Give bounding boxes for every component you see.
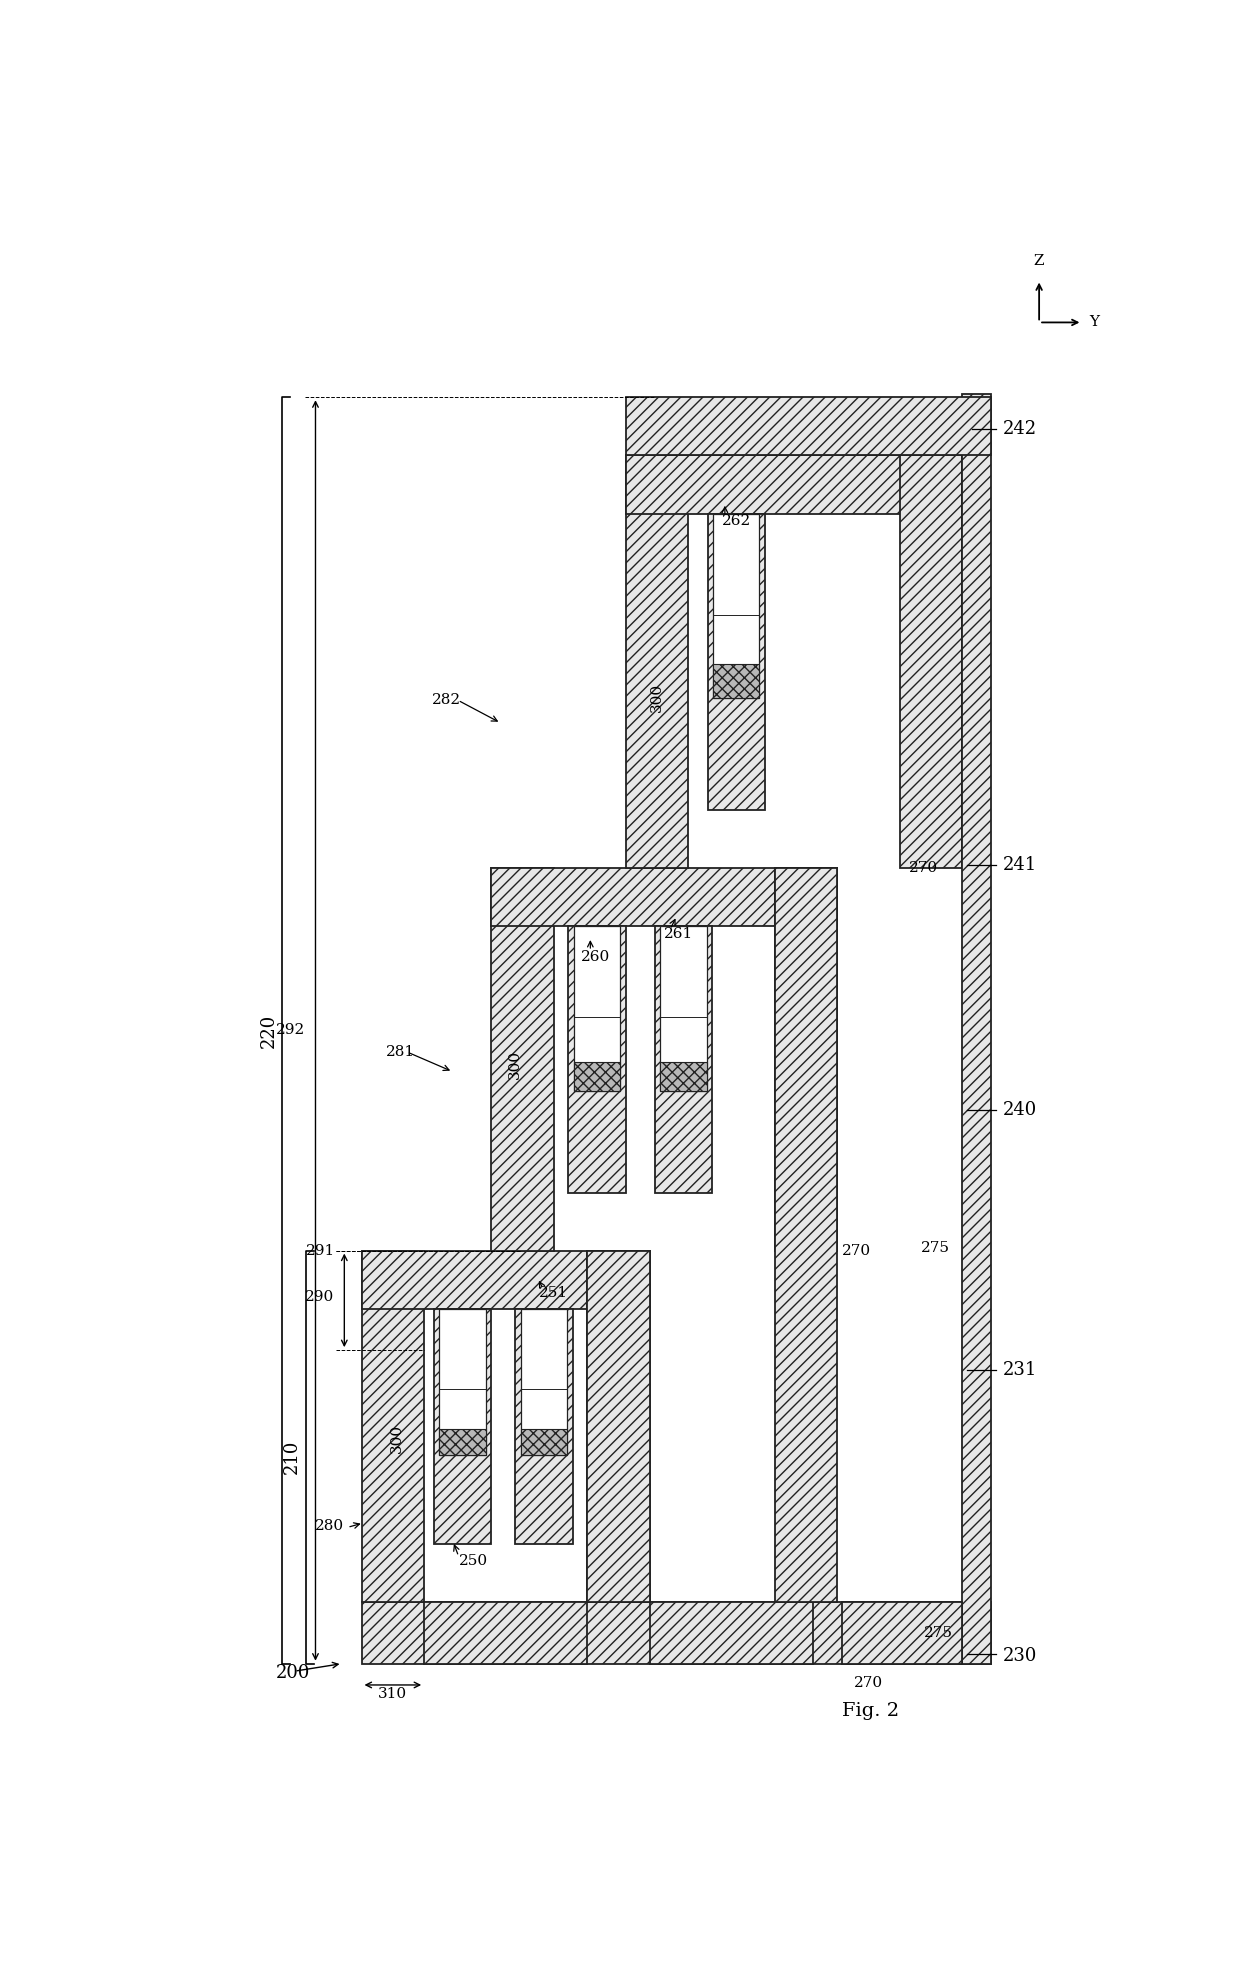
Text: Z: Z (1034, 254, 1044, 268)
Bar (775, 868, 837, 1603)
Text: 270: 270 (853, 1676, 883, 1690)
Bar (568, 925, 626, 1192)
Bar (491, 868, 554, 1251)
Text: 290: 290 (305, 1289, 334, 1303)
Text: 275: 275 (924, 1627, 952, 1640)
Text: 250: 250 (459, 1555, 487, 1569)
Bar (626, 455, 962, 514)
Bar (521, 1428, 567, 1456)
Text: Fig. 2: Fig. 2 (842, 1702, 899, 1720)
Bar (491, 868, 837, 925)
Text: 282: 282 (432, 693, 461, 707)
Bar (521, 1309, 567, 1456)
Text: 240: 240 (1003, 1100, 1037, 1118)
Text: 300: 300 (508, 1049, 522, 1078)
Text: 270: 270 (909, 862, 939, 876)
Bar (588, 1251, 650, 1603)
Text: 231: 231 (1003, 1360, 1037, 1378)
Text: 251: 251 (539, 1287, 568, 1301)
Bar (775, 868, 837, 1251)
Text: 241: 241 (1003, 856, 1037, 874)
Text: 260: 260 (580, 949, 610, 963)
Bar (434, 1309, 491, 1545)
Bar (661, 1063, 707, 1092)
Text: 310: 310 (378, 1688, 408, 1702)
Text: 220: 220 (259, 1013, 278, 1047)
Text: 281: 281 (386, 1045, 414, 1059)
Bar (574, 925, 620, 1092)
Bar (574, 1063, 620, 1092)
Bar (708, 514, 765, 810)
Bar (626, 455, 688, 868)
Bar (516, 1309, 573, 1545)
Text: 275: 275 (921, 1241, 950, 1255)
Bar (588, 1251, 650, 1603)
Bar (713, 514, 759, 697)
Text: 210: 210 (283, 1440, 300, 1474)
Text: 200: 200 (277, 1664, 310, 1682)
Text: 292: 292 (275, 1023, 305, 1037)
Bar (626, 397, 991, 455)
Text: 280: 280 (315, 1519, 345, 1533)
Bar (424, 1603, 588, 1664)
Text: 270: 270 (842, 1243, 870, 1257)
Text: 300: 300 (391, 1424, 404, 1454)
Text: 262: 262 (722, 514, 751, 528)
Bar (362, 1603, 991, 1664)
Bar (362, 1251, 650, 1309)
Bar (962, 395, 991, 1664)
Bar (439, 1428, 486, 1456)
Text: Y: Y (1089, 316, 1099, 330)
Bar (655, 925, 713, 1192)
Text: 291: 291 (306, 1243, 336, 1257)
Bar (362, 1251, 424, 1603)
Bar (661, 925, 707, 1092)
Text: 242: 242 (1003, 421, 1037, 439)
Text: 300: 300 (650, 683, 663, 711)
Bar (713, 665, 759, 697)
Bar (439, 1309, 486, 1456)
Bar (842, 1603, 962, 1664)
Text: 261: 261 (665, 927, 693, 941)
Bar (900, 455, 962, 868)
Bar (650, 1603, 813, 1664)
Text: 230: 230 (1003, 1646, 1037, 1664)
